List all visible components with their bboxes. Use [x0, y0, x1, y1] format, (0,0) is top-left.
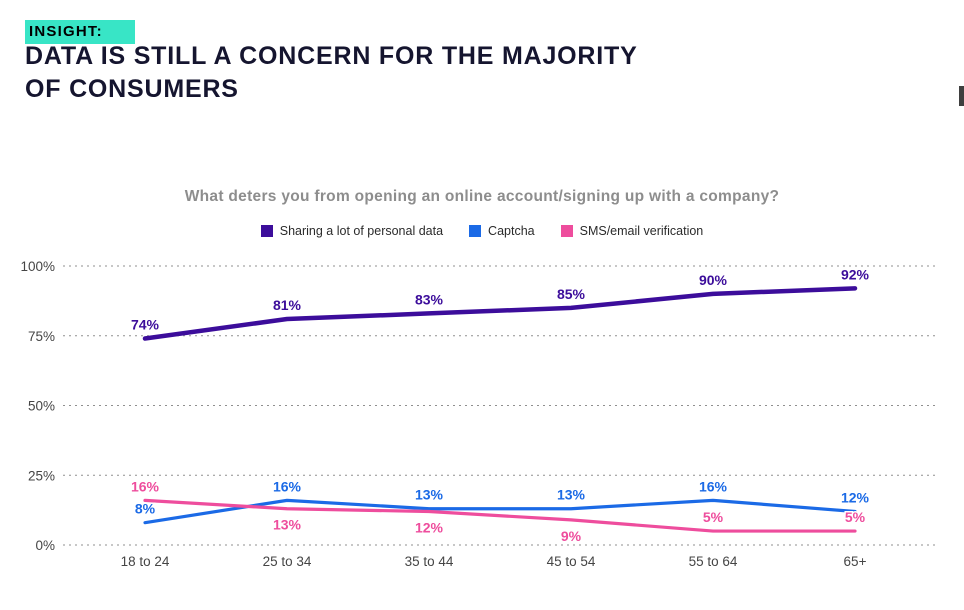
x-axis-tick-label: 65+ — [844, 554, 867, 569]
y-axis-tick-label: 75% — [28, 329, 55, 344]
x-axis-tick-label: 25 to 34 — [263, 554, 312, 569]
y-axis-tick-label: 25% — [28, 468, 55, 483]
legend-item: Captcha — [469, 224, 535, 238]
legend-label: Sharing a lot of personal data — [279, 224, 444, 238]
legend-label: SMS/email verification — [579, 224, 704, 238]
chart-question: What deters you from opening an online a… — [184, 188, 780, 205]
data-point-label: 16% — [699, 478, 728, 494]
legend-item: SMS/email verification — [560, 224, 704, 238]
data-point-label: 5% — [845, 509, 866, 525]
data-point-label: 8% — [135, 501, 156, 517]
legend-label: Captcha — [488, 224, 535, 238]
legend-swatch — [560, 225, 573, 237]
data-point-label: 13% — [273, 517, 302, 533]
page-title: DATA IS STILL A CONCERN FOR THE MAJORITY… — [25, 40, 638, 106]
line-chart: 0% 25% 50% 75% 100% 18 to 24 25 to 34 35 to 44 4… — [20, 259, 938, 569]
series-line — [143, 498, 857, 525]
data-point-label: 90% — [699, 272, 728, 288]
data-point-label: 5% — [703, 509, 724, 525]
data-point-label: 92% — [841, 266, 870, 282]
data-point-label: 12% — [841, 490, 870, 506]
insight-label: INSIGHT: — [25, 20, 135, 44]
legend-item: Sharing a lot of personal data — [260, 224, 444, 238]
data-point-label: 74% — [131, 317, 160, 333]
x-axis-tick-label: 45 to 54 — [547, 554, 596, 569]
legend-swatch — [469, 225, 482, 237]
x-axis-tick-label: 55 to 64 — [689, 554, 738, 569]
data-point-label: 9% — [561, 528, 582, 544]
chart-legend: Sharing a lot of personal data Captcha SMS… — [0, 224, 964, 238]
x-axis-tick-label: 35 to 44 — [405, 554, 454, 569]
series-line — [143, 498, 857, 533]
x-axis-tick-label: 18 to 24 — [121, 554, 170, 569]
data-point-label: 81% — [273, 297, 302, 313]
data-point-label: 13% — [415, 487, 444, 503]
data-point-label: 85% — [557, 286, 586, 302]
data-point-label: 16% — [273, 478, 302, 494]
data-point-label: 83% — [415, 291, 444, 307]
data-point-label: 16% — [131, 478, 160, 494]
series-line — [142, 286, 858, 341]
edge-accent-bar — [959, 86, 964, 106]
data-point-label: 12% — [415, 520, 444, 536]
y-axis-tick-label: 50% — [28, 399, 55, 414]
y-axis-tick-label: 0% — [35, 538, 55, 553]
page-title-line1: DATA IS STILL A CONCERN FOR THE MAJORITY — [25, 42, 638, 70]
data-point-label: 13% — [557, 487, 586, 503]
y-axis-tick-label: 100% — [20, 259, 55, 274]
legend-swatch — [260, 225, 273, 237]
page-title-line2: OF CONSUMERS — [25, 75, 239, 103]
